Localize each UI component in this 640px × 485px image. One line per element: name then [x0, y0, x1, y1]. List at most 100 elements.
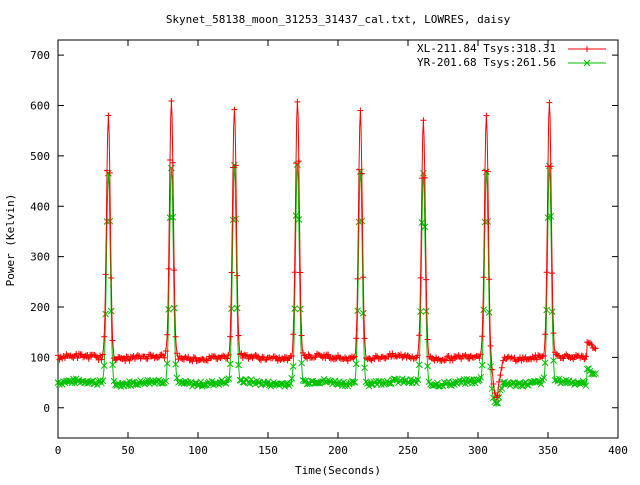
- x-tick-label: 100: [188, 444, 208, 457]
- point-yr: [540, 374, 548, 381]
- point-xl: [106, 169, 113, 176]
- point-xl: [351, 353, 358, 360]
- point-yr: [484, 218, 492, 225]
- point-yr: [163, 360, 171, 367]
- point-yr: [417, 308, 424, 315]
- point-xl: [335, 352, 341, 359]
- point-xl: [479, 333, 486, 340]
- point-xl: [395, 352, 402, 359]
- legend: XL-211.84 Tsys:318.31 YR-201.68 Tsys:261…: [417, 42, 606, 69]
- x-tick-label: 250: [398, 444, 418, 457]
- point-xl: [573, 351, 579, 358]
- point-xl: [167, 156, 173, 163]
- point-yr: [162, 377, 170, 385]
- point-yr: [322, 378, 329, 386]
- point-xl: [336, 354, 343, 361]
- point-xl: [97, 352, 103, 359]
- y-axis-label: Power (Kelvin): [4, 194, 17, 287]
- y-tick-label: 100: [30, 351, 50, 364]
- point-xl: [290, 331, 297, 338]
- x-tick-label: 300: [468, 444, 488, 457]
- point-xl: [350, 354, 357, 361]
- point-yr: [431, 381, 438, 389]
- point-yr: [581, 378, 588, 386]
- point-yr: [233, 304, 241, 312]
- point-yr: [222, 380, 230, 387]
- point-yr: [197, 378, 205, 386]
- point-xl: [185, 353, 192, 360]
- point-yr: [480, 306, 487, 314]
- point-yr: [354, 307, 361, 315]
- point-xl: [472, 354, 479, 361]
- point-yr: [421, 223, 429, 231]
- point-xl: [192, 354, 199, 361]
- point-yr: [359, 309, 367, 317]
- point-xl: [581, 356, 588, 363]
- point-xl: [442, 356, 449, 363]
- x-tick-label: 400: [608, 444, 628, 457]
- point-xl: [400, 353, 407, 360]
- point-xl: [543, 269, 550, 276]
- point-xl: [433, 354, 439, 361]
- point-yr: [477, 373, 485, 381]
- point-yr: [303, 380, 311, 388]
- point-xl: [234, 272, 241, 279]
- x-tick-label: 150: [258, 444, 278, 457]
- point-yr: [226, 360, 234, 368]
- point-xl: [295, 158, 302, 165]
- point-xl: [273, 355, 280, 362]
- point-xl: [258, 357, 264, 364]
- point-yr: [261, 380, 269, 388]
- point-yr: [305, 380, 312, 387]
- point-yr: [166, 214, 174, 222]
- point-xl: [402, 352, 409, 359]
- x-axis-label: Time(Seconds): [295, 464, 381, 477]
- point-xl: [144, 355, 151, 362]
- point-yr: [481, 218, 489, 226]
- point-xl: [178, 355, 185, 362]
- point-yr: [418, 219, 426, 226]
- point-yr: [287, 380, 294, 387]
- series-yr: [54, 161, 599, 408]
- point-yr: [352, 360, 360, 368]
- point-yr: [131, 380, 139, 388]
- point-xl: [216, 354, 222, 361]
- point-xl: [225, 352, 232, 359]
- point-xl: [211, 353, 218, 360]
- legend-label-yr: YR-201.68 Tsys:261.56: [417, 56, 556, 69]
- point-xl: [217, 354, 224, 361]
- point-xl: [455, 352, 462, 359]
- point-xl: [546, 99, 553, 106]
- point-xl: [276, 354, 283, 361]
- point-yr: [292, 212, 300, 219]
- point-yr: [487, 363, 494, 370]
- point-xl: [253, 352, 260, 359]
- point-xl: [214, 355, 221, 362]
- point-xl: [588, 341, 595, 348]
- point-xl: [85, 355, 92, 362]
- series-xl: [55, 98, 599, 401]
- point-xl: [279, 355, 285, 362]
- point-xl: [483, 112, 490, 119]
- point-xl: [274, 357, 281, 364]
- point-xl: [132, 355, 138, 362]
- point-xl: [484, 168, 491, 175]
- point-xl: [511, 354, 518, 361]
- point-xl: [305, 351, 312, 358]
- point-yr: [298, 359, 305, 367]
- point-yr: [165, 306, 172, 313]
- point-xl: [195, 357, 201, 364]
- point-xl: [81, 353, 88, 360]
- point-yr: [483, 168, 490, 176]
- point-yr: [107, 307, 115, 315]
- point-xl: [228, 269, 235, 276]
- point-xl: [406, 354, 413, 361]
- point-xl: [188, 357, 194, 364]
- y-tick-label: 600: [30, 99, 50, 112]
- x-tick-label: 0: [55, 444, 62, 457]
- point-xl: [547, 163, 554, 170]
- point-xl: [533, 356, 540, 363]
- point-yr: [277, 380, 284, 388]
- point-yr: [478, 361, 486, 369]
- point-xl: [190, 354, 197, 361]
